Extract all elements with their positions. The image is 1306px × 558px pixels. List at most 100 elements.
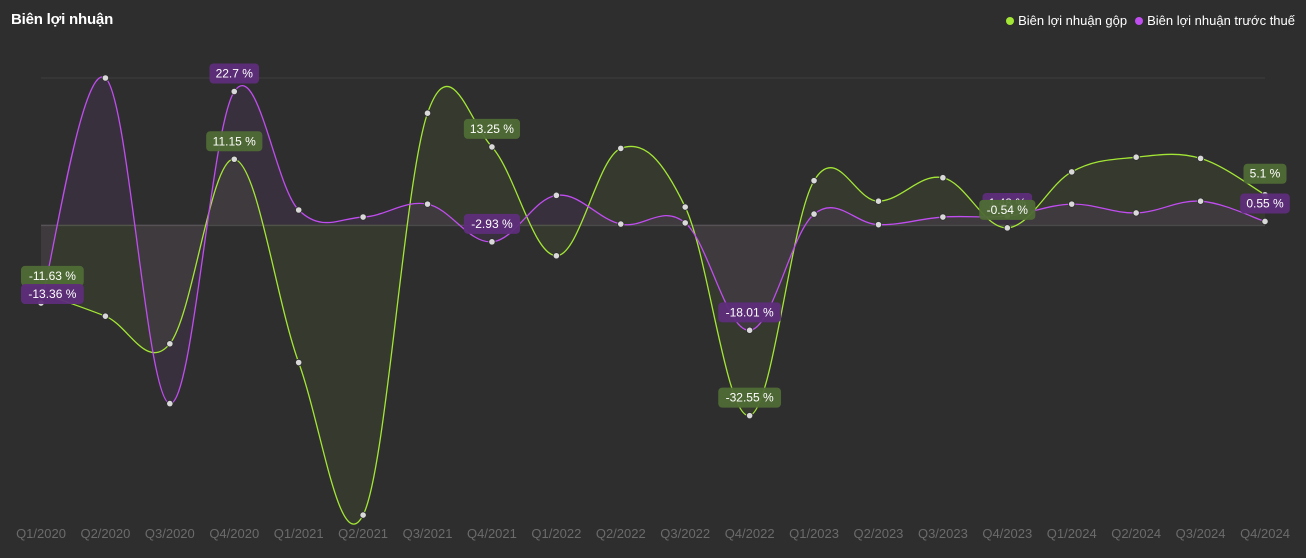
point-gross-margin-8 <box>552 252 560 260</box>
point-gross-margin-15 <box>1003 224 1011 232</box>
data-label: -2.93 % <box>463 213 521 234</box>
point-pretax-margin-17 <box>1132 209 1140 217</box>
point-pretax-margin-18 <box>1196 197 1205 205</box>
x-tick-label: Q3/2024 <box>1176 526 1226 541</box>
point-gross-margin-16 <box>1068 168 1076 176</box>
data-label-bg <box>718 387 782 408</box>
point-pretax-margin-2 <box>166 399 174 408</box>
x-tick-label: Q3/2021 <box>403 526 453 541</box>
data-label-text: -13.36 % <box>28 287 76 301</box>
data-label-bg <box>206 131 263 152</box>
point-pretax-margin-11 <box>746 326 754 334</box>
point-pretax-margin-7 <box>488 238 496 246</box>
data-label-text: -2.93 % <box>471 217 513 231</box>
data-label-bg <box>718 302 782 323</box>
point-gross-margin-18 <box>1196 154 1205 162</box>
point-gross-margin-1 <box>101 312 110 320</box>
x-tick-label: Q1/2020 <box>16 526 66 541</box>
data-label: 13.25 % <box>463 118 521 139</box>
point-pretax-margin-8 <box>552 191 560 199</box>
legend-label-gross-margin: Biên lợi nhuận gộp <box>1018 13 1128 28</box>
data-label-bg <box>21 284 84 305</box>
data-label-bg <box>1240 193 1290 214</box>
point-gross-margin-12 <box>810 177 818 185</box>
point-pretax-margin-1 <box>101 74 110 82</box>
x-tick-label: Q4/2024 <box>1240 526 1290 541</box>
x-tick-label: Q2/2023 <box>854 526 904 541</box>
data-label-bg <box>21 265 84 286</box>
point-pretax-margin-16 <box>1068 200 1076 208</box>
data-label: -11.63 % <box>21 265 84 286</box>
point-pretax-margin-14 <box>939 213 947 221</box>
point-pretax-margin-3 <box>230 87 238 96</box>
point-pretax-margin-4 <box>295 206 303 214</box>
x-tick-label: Q1/2021 <box>274 526 324 541</box>
x-tick-label: Q4/2020 <box>209 526 259 541</box>
data-label-bg <box>463 118 521 139</box>
legend-label-pretax-margin: Biên lợi nhuận trước thuế <box>1147 13 1295 28</box>
x-tick-label: Q4/2022 <box>725 526 775 541</box>
x-tick-label: Q3/2020 <box>145 526 195 541</box>
data-label-text: 22.7 % <box>216 66 254 80</box>
zero-line <box>41 224 1265 227</box>
data-label: 22.7 % <box>209 63 260 84</box>
point-gross-margin-17 <box>1132 153 1140 161</box>
x-tick-label: Q3/2023 <box>918 526 968 541</box>
point-pretax-margin-10 <box>681 219 689 227</box>
point-pretax-margin-13 <box>874 221 883 229</box>
x-tick-label: Q2/2022 <box>596 526 646 541</box>
x-tick-label: Q2/2021 <box>338 526 388 541</box>
data-label: -13.36 % <box>21 284 84 305</box>
data-label-bg <box>209 63 260 84</box>
point-pretax-margin-9 <box>617 220 625 228</box>
data-label-text: -11.63 % <box>29 269 76 283</box>
data-label: 11.15 % <box>206 131 263 152</box>
point-pretax-margin-19 <box>1261 217 1269 226</box>
data-label: -0.54 % <box>979 199 1036 220</box>
data-label-text: -0.54 % <box>987 203 1029 217</box>
point-gross-margin-13 <box>874 197 883 205</box>
data-label: 0.55 % <box>1240 193 1290 214</box>
x-tick-label: Q4/2023 <box>982 526 1032 541</box>
point-gross-margin-2 <box>166 340 174 348</box>
x-tick-label: Q1/2024 <box>1047 526 1097 541</box>
data-label-text: 0.55 % <box>1246 196 1284 210</box>
data-label-bg <box>463 213 521 234</box>
data-label-text: -18.01 % <box>726 305 774 319</box>
point-pretax-margin-5 <box>359 213 367 221</box>
point-gross-margin-5 <box>359 511 367 519</box>
area-pretax-margin <box>41 76 1265 404</box>
point-gross-margin-11 <box>746 412 754 420</box>
data-label: -32.55 % <box>718 387 782 408</box>
point-pretax-margin-6 <box>423 200 432 208</box>
point-pretax-margin-12 <box>810 210 818 218</box>
x-tick-label: Q2/2020 <box>80 526 130 541</box>
x-tick-label: Q1/2023 <box>789 526 839 541</box>
data-label-text: 13.25 % <box>470 122 514 136</box>
x-tick-label: Q2/2024 <box>1111 526 1161 541</box>
point-gross-margin-14 <box>939 174 947 182</box>
point-gross-margin-6 <box>423 109 432 117</box>
point-gross-margin-9 <box>617 144 625 152</box>
point-gross-margin-10 <box>681 203 689 211</box>
data-label-text: 5.1 % <box>1250 167 1281 181</box>
point-gross-margin-7 <box>488 143 496 151</box>
data-label-bg <box>979 199 1036 220</box>
legend-item-gross-margin[interactable]: Biên lợi nhuận gộp <box>1006 13 1127 28</box>
point-gross-margin-4 <box>295 358 303 367</box>
data-label-text: -32.55 % <box>726 391 774 405</box>
area-gross-margin <box>41 86 1265 525</box>
x-tick-label: Q3/2022 <box>660 526 710 541</box>
legend: Biên lợi nhuận gộp Biên lợi nhuận trước … <box>1006 13 1295 28</box>
x-tick-label: Q4/2021 <box>467 526 517 541</box>
data-label-text: 11.15 % <box>213 134 256 148</box>
legend-dot-gross-margin <box>1006 16 1015 25</box>
chart-title: Biên lợi nhuận <box>11 11 114 28</box>
data-label: 5.1 % <box>1243 163 1287 184</box>
point-gross-margin-3 <box>230 155 238 163</box>
data-label: -18.01 % <box>718 302 782 323</box>
legend-dot-pretax-margin <box>1135 16 1144 25</box>
legend-item-pretax-margin[interactable]: Biên lợi nhuận trước thuế <box>1135 13 1295 28</box>
